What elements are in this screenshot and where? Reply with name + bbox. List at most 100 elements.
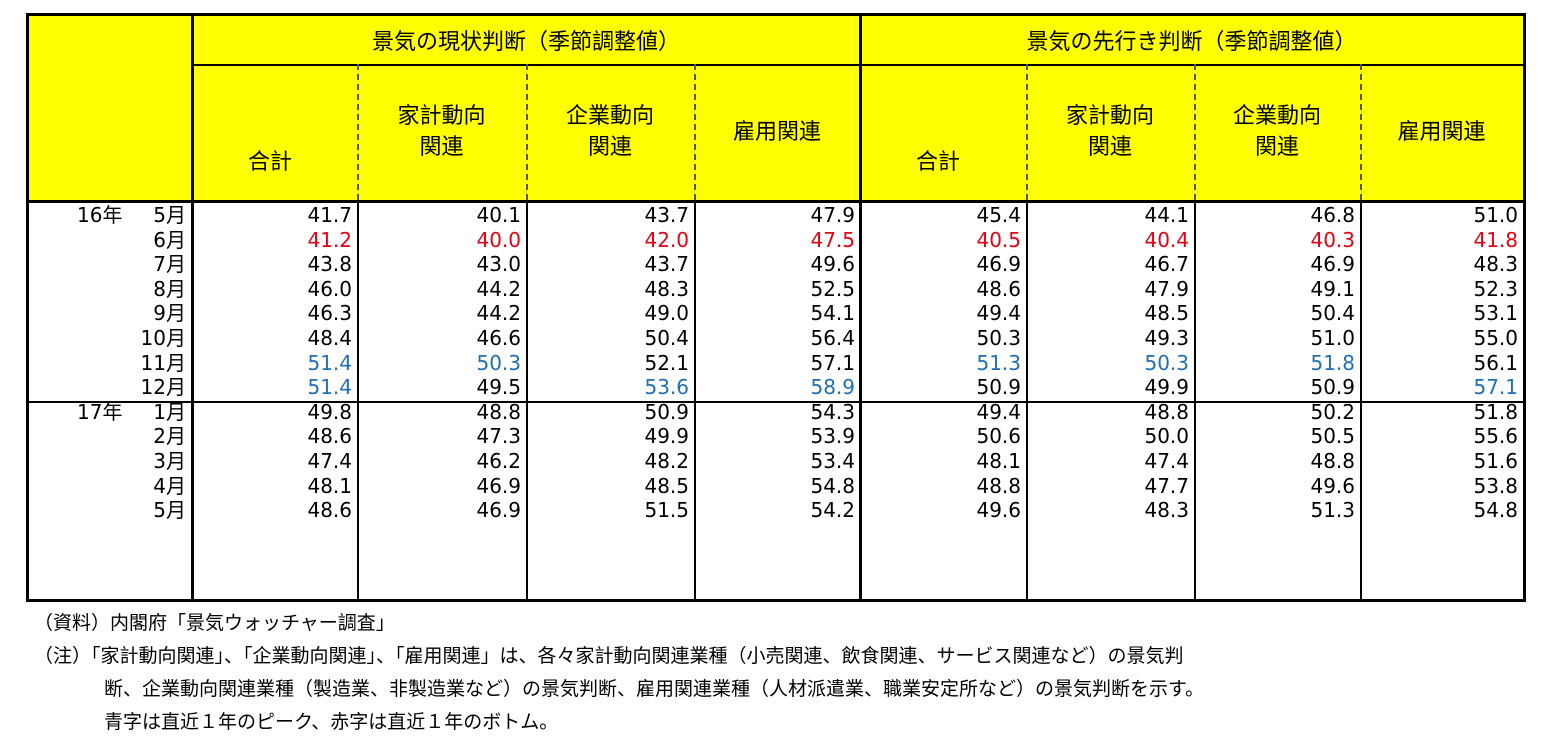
table-cell: 49.6 — [810, 252, 855, 277]
row-month: 4月 — [153, 473, 186, 498]
table-cell: 48.5 — [644, 473, 689, 498]
table-cell: 43.0 — [476, 252, 521, 277]
table-row: 11月 51.4 50.3 52.1 57.1 51.3 50.3 51.8 56.1 — [29, 351, 1523, 376]
row-month: 12月 — [140, 375, 186, 400]
table-cell: 46.0 — [307, 276, 352, 301]
table-cell: 58.9 — [810, 375, 855, 400]
table-cell: 48.8 — [976, 473, 1021, 498]
column-header-line: 合計 — [248, 150, 293, 175]
table-cell: 53.6 — [644, 375, 689, 400]
table-cell: 48.1 — [307, 473, 352, 498]
grid-line — [29, 200, 1523, 203]
table-cell: 56.1 — [1473, 350, 1518, 375]
footnote-line-3: 青字は直近１年のピーク、赤字は直近１年のボトム。 — [104, 711, 559, 733]
table-cell: 54.3 — [810, 399, 855, 424]
grid-line — [1360, 64, 1362, 200]
column-header-line: 家計動向 — [1065, 104, 1154, 129]
table-cell: 49.4 — [976, 399, 1021, 424]
column-header-line: 雇用関連 — [732, 119, 821, 145]
table-header — [29, 16, 1523, 200]
column-header: 雇用関連 — [1360, 64, 1523, 200]
column-header-line: 合計 — [916, 150, 961, 175]
table-row: 5月 48.6 46.9 51.5 54.2 49.6 48.3 51.3 54.8 — [29, 498, 1523, 523]
table-cell: 54.8 — [1473, 498, 1518, 523]
table-cell: 50.3 — [1144, 350, 1189, 375]
row-month: 8月 — [153, 276, 186, 301]
table-cell: 53.9 — [810, 424, 855, 449]
row-year: 16年 — [77, 203, 123, 227]
table-cell: 50.3 — [976, 326, 1021, 350]
grid-line — [357, 64, 359, 200]
column-header-line: 家計動向 — [397, 104, 486, 129]
table-row: 12月 51.4 49.5 53.6 58.9 50.9 49.9 50.9 57.1 — [29, 375, 1523, 400]
table-cell: 50.3 — [476, 350, 521, 375]
column-header-line: 企業動向 — [565, 104, 654, 129]
table-cell: 49.4 — [976, 301, 1021, 326]
table-cell: 51.4 — [307, 375, 352, 400]
table-cell: 49.0 — [644, 301, 689, 326]
column-header-line: 関連 — [1254, 135, 1299, 160]
column-header: 雇用関連 — [694, 64, 860, 200]
table-cell: 46.8 — [1310, 203, 1355, 227]
table-cell: 43.7 — [644, 203, 689, 227]
table-cell: 48.6 — [307, 498, 352, 523]
table-cell: 50.9 — [644, 399, 689, 424]
table-cell: 49.1 — [1310, 276, 1355, 301]
table-row: 17年 1月 49.8 48.8 50.9 54.3 49.4 48.8 50.2 51.8 — [29, 400, 1523, 425]
table-cell: 46.3 — [307, 301, 352, 326]
table-cell: 46.9 — [476, 473, 521, 498]
grid-line — [29, 400, 1523, 403]
table-cell: 48.3 — [644, 276, 689, 301]
column-header: 合計 — [860, 64, 1026, 200]
table-cell: 51.8 — [1310, 350, 1355, 375]
grid-line — [1360, 200, 1362, 599]
table-row: 7月 43.8 43.0 43.7 49.6 46.9 46.7 46.9 48.3 — [29, 252, 1523, 277]
table-cell: 51.0 — [1310, 326, 1355, 350]
table-cell: 42.0 — [644, 227, 689, 252]
table-cell: 47.3 — [476, 424, 521, 449]
table-cell: 41.8 — [1473, 227, 1518, 252]
grid-line — [1026, 200, 1028, 599]
footnote-line-1: （注）「家計動向関連」、「企業動向関連」、「雇用関連」は、各々家計動向関連業種（… — [34, 645, 1184, 667]
column-header-line: 企業動向 — [1232, 104, 1321, 129]
column-header-line: 関連 — [1087, 135, 1132, 160]
data-table: 景気の現状判断（季節調整値） 景気の先行き判断（季節調整値） 合計 家計動向 関連 企業動… — [26, 13, 1526, 602]
column-header: 合計 — [192, 64, 357, 200]
table-cell: 40.4 — [1144, 227, 1189, 252]
grid-line — [526, 64, 528, 200]
grid-line — [694, 200, 696, 599]
row-month: 6月 — [153, 227, 186, 252]
table-cell: 49.9 — [644, 424, 689, 449]
row-month: 5月 — [153, 203, 186, 227]
group-title-outlook: 景気の先行き判断（季節調整値） — [1026, 30, 1357, 55]
table-cell: 43.7 — [644, 252, 689, 277]
table-cell: 50.9 — [976, 375, 1021, 400]
row-month: 10月 — [140, 326, 186, 350]
table-cell: 47.4 — [307, 449, 352, 473]
table-cell: 44.2 — [476, 276, 521, 301]
table-row: 4月 48.1 46.9 48.5 54.8 48.8 47.7 49.6 53.8 — [29, 474, 1523, 499]
table-cell: 48.8 — [1144, 399, 1189, 424]
table-cell: 50.4 — [644, 326, 689, 350]
row-month: 5月 — [153, 498, 186, 523]
table-cell: 51.4 — [307, 350, 352, 375]
table-cell: 47.9 — [1144, 276, 1189, 301]
table-cell: 50.0 — [1144, 424, 1189, 449]
row-month: 2月 — [153, 424, 186, 449]
source-note: （資料）内閣府「景気ウォッチャー調査」 — [34, 612, 395, 634]
grid-line — [191, 16, 194, 599]
table-cell: 53.4 — [810, 449, 855, 473]
table-cell: 48.1 — [976, 449, 1021, 473]
table-cell: 50.2 — [1310, 399, 1355, 424]
grid-line — [694, 64, 696, 200]
table-cell: 44.1 — [1144, 203, 1189, 227]
row-month: 1月 — [153, 399, 186, 424]
table-cell: 43.8 — [307, 252, 352, 277]
table-cell: 49.5 — [476, 375, 521, 400]
column-header: 家計動向 関連 — [1026, 64, 1194, 200]
table-cell: 51.6 — [1473, 449, 1518, 473]
table-cell: 46.6 — [476, 326, 521, 350]
table-row: 8月 46.0 44.2 48.3 52.5 48.6 47.9 49.1 52.3 — [29, 277, 1523, 302]
table-row: 6月 41.2 40.0 42.0 47.5 40.5 40.4 40.3 41.8 — [29, 228, 1523, 253]
row-month: 9月 — [153, 301, 186, 326]
